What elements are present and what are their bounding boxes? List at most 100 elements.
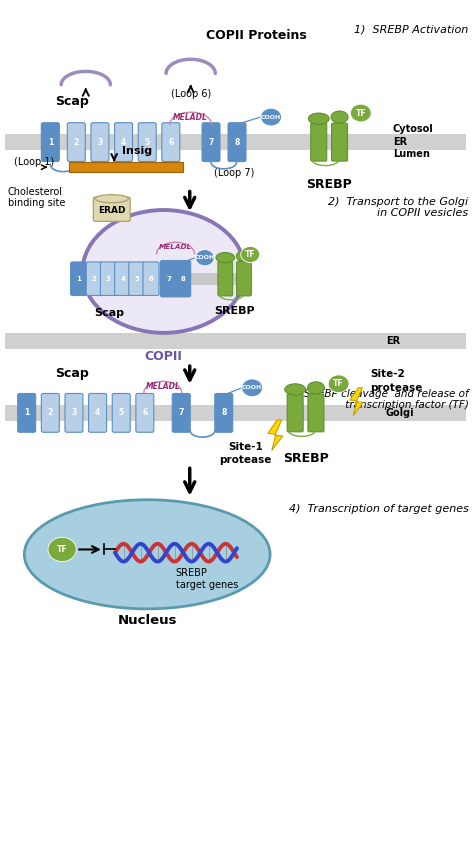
Text: ER: ER (386, 336, 400, 346)
Text: 2)  Transport to the Golgi
    in COPII vesicles: 2) Transport to the Golgi in COPII vesic… (328, 196, 469, 218)
Circle shape (350, 105, 371, 122)
Text: MELADL: MELADL (146, 382, 180, 391)
FancyBboxPatch shape (218, 262, 233, 296)
FancyBboxPatch shape (228, 122, 246, 162)
Text: SREBP: SREBP (283, 452, 328, 466)
Text: Site-2: Site-2 (370, 370, 405, 379)
Text: 3: 3 (71, 408, 77, 417)
FancyBboxPatch shape (174, 261, 191, 297)
FancyBboxPatch shape (115, 262, 131, 296)
Ellipse shape (331, 111, 348, 123)
Text: 5: 5 (135, 275, 139, 281)
Bar (5, 405, 466, 421)
Text: 4)  Transcription of target genes: 4) Transcription of target genes (289, 504, 469, 513)
Text: 4: 4 (121, 138, 126, 147)
Text: SREBP: SREBP (306, 178, 352, 191)
FancyBboxPatch shape (67, 122, 85, 162)
FancyBboxPatch shape (65, 394, 83, 433)
Text: 1: 1 (76, 275, 81, 281)
Ellipse shape (216, 252, 235, 263)
Text: Insig: Insig (122, 146, 153, 156)
FancyBboxPatch shape (215, 394, 233, 433)
Text: SREBP
target genes: SREBP target genes (175, 569, 238, 590)
Text: Cholesterol
binding site: Cholesterol binding site (8, 187, 65, 208)
Text: 6: 6 (149, 275, 154, 281)
Text: Lumen: Lumen (393, 150, 430, 159)
Text: protease: protease (370, 382, 423, 393)
Circle shape (242, 379, 263, 397)
FancyBboxPatch shape (202, 122, 220, 162)
FancyBboxPatch shape (115, 122, 133, 162)
Text: Scap: Scap (55, 95, 89, 108)
Text: TF: TF (245, 250, 255, 259)
FancyBboxPatch shape (308, 394, 324, 432)
Text: 1: 1 (48, 138, 53, 147)
Text: TF: TF (57, 545, 67, 554)
Text: 4: 4 (120, 275, 125, 281)
Circle shape (328, 375, 349, 393)
Text: 3: 3 (106, 275, 111, 281)
Text: 6: 6 (142, 408, 147, 417)
Circle shape (195, 250, 214, 266)
Text: 7: 7 (166, 275, 171, 281)
FancyBboxPatch shape (41, 394, 59, 433)
Text: protease: protease (219, 456, 272, 465)
FancyBboxPatch shape (331, 123, 347, 162)
Text: 7: 7 (208, 138, 214, 147)
Text: COPII: COPII (145, 350, 182, 363)
Text: (Loop 6): (Loop 6) (171, 89, 211, 99)
FancyBboxPatch shape (86, 262, 102, 296)
Ellipse shape (24, 500, 270, 609)
Circle shape (241, 246, 260, 263)
Text: 4: 4 (95, 408, 100, 417)
FancyBboxPatch shape (129, 262, 145, 296)
Text: SREBP: SREBP (214, 306, 255, 316)
Text: 5: 5 (118, 408, 124, 417)
Text: COPII Proteins: COPII Proteins (206, 29, 306, 42)
Text: 6: 6 (168, 138, 173, 147)
Ellipse shape (308, 382, 324, 394)
Text: 2: 2 (92, 275, 97, 281)
FancyBboxPatch shape (311, 123, 327, 162)
Text: MELADL: MELADL (173, 113, 208, 122)
Text: ERAD: ERAD (98, 206, 126, 214)
Text: 8: 8 (180, 275, 185, 281)
Text: 3)  SREBP cleavage  and release of
         transcription factor (TF): 3) SREBP cleavage and release of transcr… (287, 388, 469, 411)
FancyBboxPatch shape (89, 394, 107, 433)
Polygon shape (350, 388, 363, 416)
Text: Cytosol: Cytosol (393, 124, 434, 134)
FancyBboxPatch shape (136, 394, 154, 433)
Text: (Loop 7): (Loop 7) (214, 168, 255, 178)
Text: COOH: COOH (242, 385, 262, 390)
Text: COOH: COOH (195, 255, 215, 260)
Text: Golgi: Golgi (386, 408, 414, 418)
FancyBboxPatch shape (93, 197, 130, 221)
Text: 5: 5 (145, 138, 150, 147)
Bar (5, 134, 466, 150)
Text: ER: ER (393, 137, 407, 147)
Text: 1)  SREBP Activation: 1) SREBP Activation (355, 25, 469, 35)
Text: 2: 2 (48, 408, 53, 417)
FancyBboxPatch shape (100, 262, 117, 296)
Polygon shape (268, 420, 283, 450)
FancyBboxPatch shape (237, 262, 251, 296)
Text: 7: 7 (179, 408, 184, 417)
Text: Site-1: Site-1 (228, 442, 263, 452)
Bar (5, 333, 466, 348)
Bar (91, 273, 237, 285)
Text: (Loop 1): (Loop 1) (14, 157, 54, 167)
Text: 8: 8 (221, 408, 227, 417)
FancyBboxPatch shape (160, 261, 176, 297)
FancyBboxPatch shape (138, 122, 156, 162)
FancyBboxPatch shape (91, 122, 109, 162)
FancyBboxPatch shape (143, 262, 159, 296)
Text: MELADL: MELADL (159, 245, 192, 251)
Text: COOH: COOH (261, 115, 281, 120)
Ellipse shape (309, 113, 329, 124)
Text: 3: 3 (97, 138, 102, 147)
Ellipse shape (285, 384, 306, 395)
Circle shape (261, 108, 282, 126)
FancyBboxPatch shape (162, 122, 180, 162)
FancyBboxPatch shape (172, 394, 190, 433)
FancyBboxPatch shape (287, 394, 303, 432)
